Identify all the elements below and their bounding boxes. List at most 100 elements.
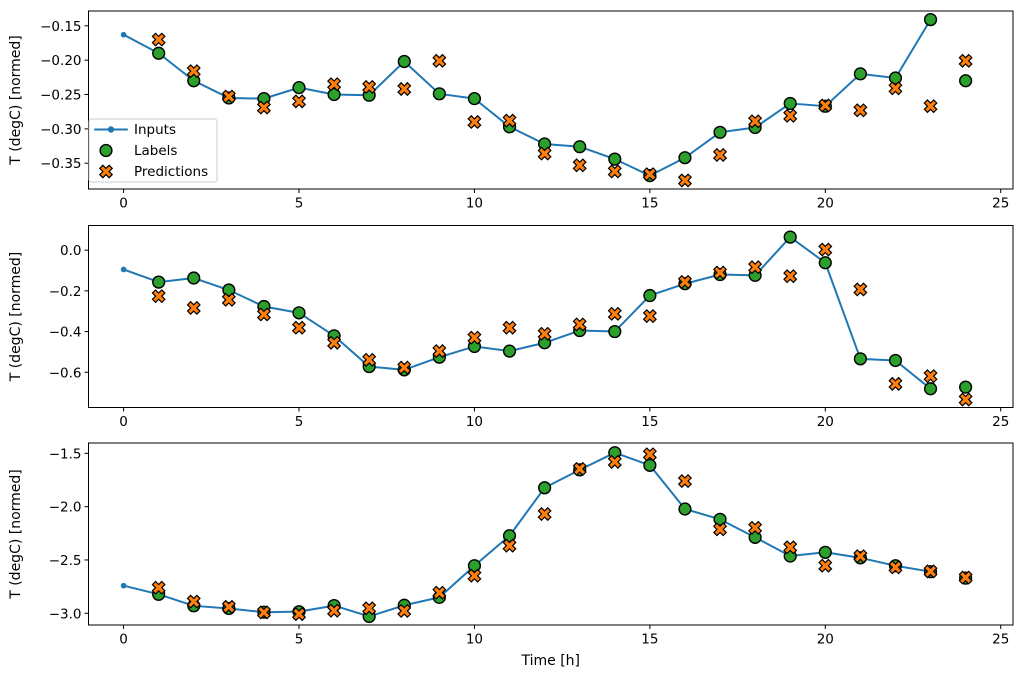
- x-tick-label: 5: [295, 414, 304, 430]
- predictions-marker: [642, 167, 657, 182]
- predictions-marker: [888, 560, 903, 575]
- y-tick-label: −0.15: [40, 19, 81, 35]
- labels-marker: [713, 512, 727, 526]
- predictions-marker: [818, 98, 833, 113]
- predictions-marker: [256, 605, 272, 620]
- labels-marker: [888, 353, 903, 368]
- legend: Inputs Labels Predictions: [88, 118, 218, 183]
- labels-marker: [573, 140, 587, 154]
- predictions-marker: [397, 603, 412, 619]
- labels-series: [152, 230, 973, 396]
- predictions-marker: [151, 32, 166, 47]
- labels-marker: [783, 96, 797, 111]
- predictions-marker: [432, 585, 447, 600]
- labels-marker: [152, 275, 166, 289]
- predictions-marker: [537, 326, 552, 341]
- predictions-marker: [888, 81, 903, 96]
- labels-marker: [187, 271, 201, 285]
- predictions-marker: [958, 570, 973, 585]
- predictions-marker: [818, 242, 833, 257]
- y-tick-label: −3.0: [49, 606, 82, 622]
- predictions-marker: [467, 568, 482, 583]
- labels-marker: [713, 125, 727, 139]
- labels-marker: [292, 306, 306, 320]
- predictions-marker: [432, 344, 447, 359]
- labels-marker: [152, 46, 166, 60]
- y-tick-label: −0.25: [40, 88, 81, 104]
- predictions-marker: [291, 607, 307, 622]
- x-tick-label: 10: [466, 632, 483, 648]
- labels-marker: [432, 87, 446, 101]
- labels-marker: [923, 12, 938, 27]
- x-tick-label: 10: [466, 196, 483, 212]
- inputs-line: [122, 236, 932, 390]
- predictions-marker: [958, 392, 973, 407]
- predictions-marker: [923, 369, 938, 384]
- x-tick-label: 0: [119, 632, 128, 648]
- predictions-marker: [607, 164, 622, 179]
- predictions-marker: [502, 538, 517, 553]
- labels-marker: [397, 54, 411, 69]
- x-tick-label: 5: [295, 632, 304, 648]
- labels-marker: [502, 344, 517, 358]
- y-tick-label: −0.30: [40, 122, 81, 138]
- y-axis-label-middle: T (degC) [normed]: [8, 252, 24, 383]
- labels-marker: [853, 67, 867, 81]
- predictions-marker: [748, 114, 763, 129]
- subplot-top: 0 5 10 15 20 25 −0.15 −0.20 −0.25 −0.30 −0.35: [40, 10, 1014, 212]
- predictions-marker: [502, 113, 517, 128]
- predictions-marker: [502, 320, 517, 335]
- inputs-dot-icon: [120, 266, 127, 273]
- labels-marker: [818, 545, 832, 559]
- predictions-marker: [467, 114, 482, 130]
- x-axis-label: Time [h]: [520, 653, 580, 669]
- predictions-marker: [888, 376, 903, 391]
- labels-marker: [783, 230, 797, 244]
- y-tick-label: −0.4: [49, 325, 82, 341]
- predictions-marker: [853, 282, 868, 297]
- predictions-marker: [572, 461, 587, 476]
- predictions-series: [151, 447, 973, 622]
- predictions-marker: [256, 100, 272, 115]
- y-tick-label: −0.6: [49, 365, 82, 381]
- labels-marker: [643, 458, 657, 472]
- inputs-dot-icon: [120, 582, 127, 589]
- predictions-marker: [362, 352, 377, 367]
- x-tick-label: 20: [817, 196, 834, 212]
- predictions-marker: [677, 173, 693, 188]
- predictions-marker: [958, 53, 973, 68]
- predictions-marker: [186, 64, 201, 79]
- predictions-marker: [291, 94, 307, 109]
- predictions-marker: [362, 601, 377, 616]
- x-tick-label: 20: [817, 414, 834, 430]
- predictions-marker: [783, 269, 798, 284]
- y-tick-label: −0.20: [40, 53, 81, 69]
- inputs-line: [122, 451, 932, 618]
- line-dot-icon: [107, 126, 115, 133]
- legend-label: Predictions: [134, 164, 208, 180]
- labels-marker: [467, 92, 482, 106]
- y-tick-label: −0.2: [49, 284, 82, 300]
- subplot-middle: 0 5 10 15 20 25 0.0 −0.2 −0.4 −0.6: [49, 225, 1014, 430]
- legend-entry-labels: Labels: [99, 143, 177, 159]
- predictions-marker: [572, 317, 587, 332]
- legend-label: Inputs: [134, 122, 176, 138]
- legend-box: [88, 118, 218, 183]
- predictions-marker: [607, 306, 622, 321]
- predictions-marker: [221, 292, 236, 307]
- predictions-marker: [256, 307, 272, 322]
- labels-marker: [959, 380, 973, 394]
- x-tick-label: 25: [992, 196, 1009, 212]
- predictions-series: [151, 242, 973, 407]
- x-tick-label: 0: [119, 196, 128, 212]
- predictions-marker: [923, 564, 938, 579]
- predictions-marker: [327, 335, 342, 350]
- inputs-line: [122, 18, 932, 177]
- predictions-marker: [677, 274, 693, 289]
- labels-marker: [959, 74, 973, 88]
- predictions-marker: [572, 158, 587, 173]
- predictions-marker: [712, 147, 728, 163]
- x-tick-label: 20: [817, 632, 834, 648]
